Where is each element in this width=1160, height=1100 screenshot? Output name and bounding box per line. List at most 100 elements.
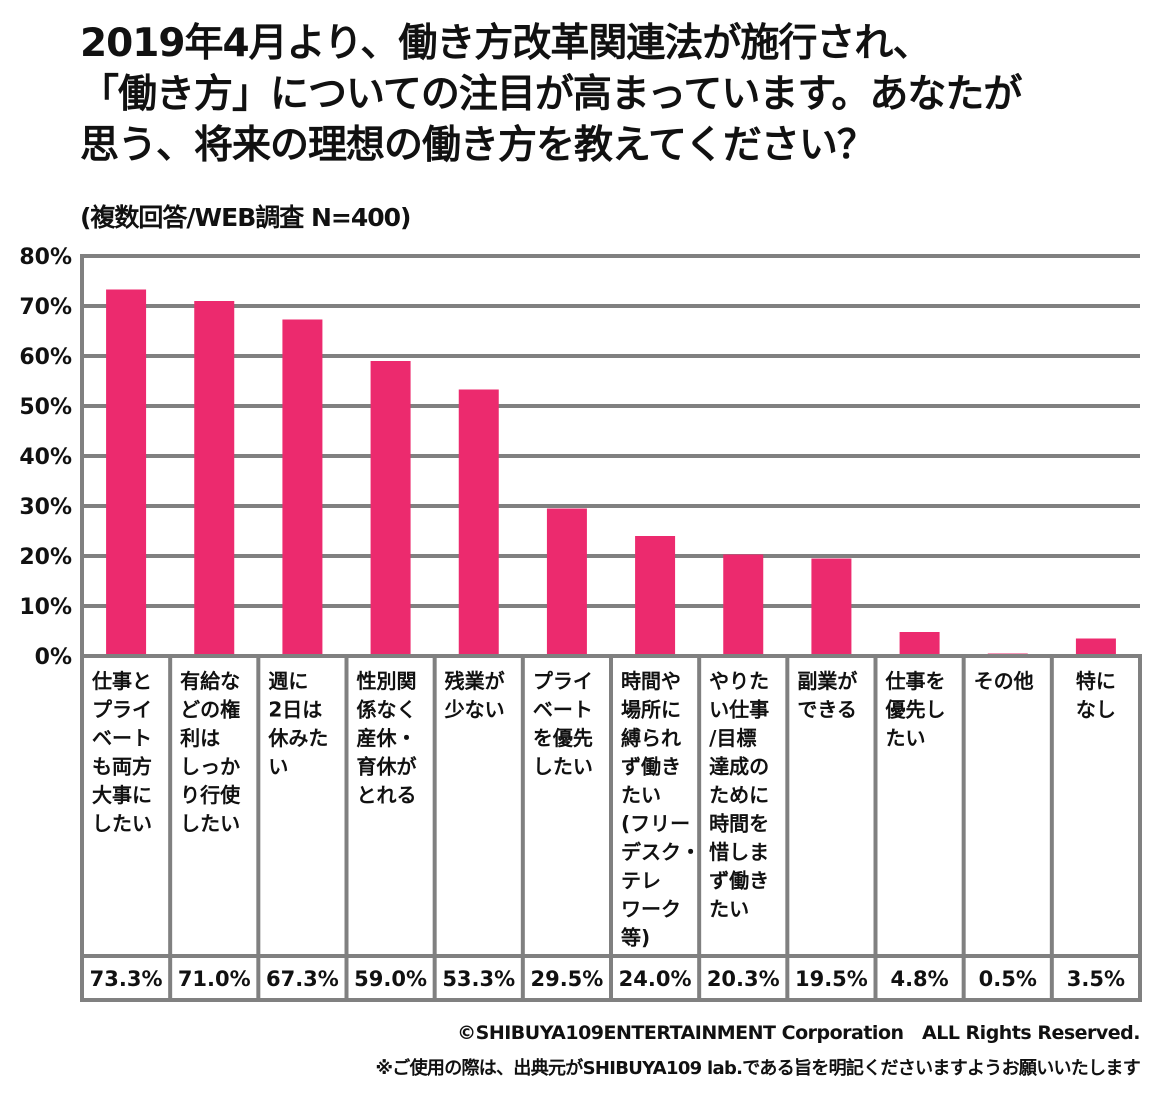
- y-tick-label: 0%: [35, 645, 72, 670]
- chart-subtitle: (複数回答/WEB調査 N=400): [80, 203, 411, 232]
- chart-title: 2019年4月より、働き方改革関連法が施行され、 「働き方」についての注目が高ま…: [80, 18, 1140, 171]
- bar: [194, 301, 235, 656]
- x-category-label: 残業が少ない: [444, 669, 505, 722]
- category-label-line: 副業が: [797, 669, 857, 693]
- data-value-label: 19.5%: [795, 967, 868, 991]
- y-tick-label: 40%: [19, 445, 72, 470]
- category-label-line: も両方: [92, 755, 152, 779]
- category-label-line: 2日は: [268, 698, 322, 722]
- y-tick-label: 10%: [19, 595, 72, 620]
- bar: [458, 389, 499, 656]
- category-label-line: 時間や: [621, 669, 681, 693]
- category-label-line: 等): [621, 926, 650, 950]
- category-label-line: したい: [92, 812, 152, 836]
- category-label-line: なし: [1076, 698, 1116, 722]
- data-value-label: 71.0%: [178, 967, 251, 991]
- bar: [282, 319, 323, 656]
- category-label-line: プライ: [533, 669, 593, 693]
- bars: [106, 289, 1116, 656]
- category-label-line: できる: [797, 698, 857, 722]
- category-label-line: 仕事を: [885, 669, 946, 693]
- bar: [106, 289, 147, 656]
- category-label-line: その他: [974, 669, 1034, 693]
- category-label-line: 達成の: [709, 755, 769, 779]
- data-value-label: 3.5%: [1067, 967, 1125, 991]
- category-label-line: 時間を: [709, 812, 769, 836]
- category-label-line: ず働き: [709, 869, 769, 893]
- category-label-line: したい: [533, 755, 593, 779]
- x-category-label: 仕事を優先したい: [885, 669, 946, 750]
- data-value-label: 73.3%: [90, 967, 163, 991]
- category-label-line: 少ない: [444, 698, 505, 722]
- data-value-label: 20.3%: [707, 967, 780, 991]
- category-label-line: やりた: [709, 669, 769, 693]
- category-label-line: テレ: [621, 869, 661, 893]
- category-label-line: 週に: [268, 669, 308, 693]
- category-label-line: 産休・: [357, 726, 417, 750]
- category-label-line: プライ: [92, 698, 152, 722]
- bar: [370, 361, 411, 656]
- category-label-line: 大事に: [92, 783, 152, 807]
- category-label-line: を優先: [533, 726, 593, 750]
- category-label-line: 休みた: [267, 726, 328, 750]
- x-category-label: 週に 2日は休みたい: [267, 669, 328, 779]
- category-label-line: 特に: [1076, 669, 1116, 693]
- copyright-text: ©SHIBUYA109ENTERTAINMENT Corporation ALL…: [457, 1022, 1140, 1044]
- category-label-line: (フリー: [621, 812, 690, 836]
- x-category-label: やりたい仕事/目標達成のために時間を惜しまず働きたい: [709, 669, 769, 921]
- category-label-line: 優先し: [885, 698, 946, 722]
- category-label-line: 惜しま: [709, 840, 769, 864]
- category-label-line: しっか: [180, 755, 240, 779]
- category-label-line: したい: [180, 812, 240, 836]
- category-label-line: ために: [709, 783, 769, 807]
- category-label-line: /目標: [709, 726, 756, 750]
- category-label-line: たい: [886, 726, 926, 750]
- bar: [635, 536, 676, 656]
- data-value-label: 29.5%: [530, 967, 603, 991]
- y-tick-label: 20%: [19, 545, 72, 570]
- category-label-line: い: [268, 755, 288, 779]
- bar: [546, 508, 587, 656]
- category-label-line: り行使: [180, 783, 241, 807]
- category-label-line: 仕事と: [91, 669, 152, 693]
- bar-chart: 0%10%20%30%40%50%60%70%80% 仕事とプライベートも両方大…: [19, 245, 1142, 1002]
- title-line-2: 「働き方」についての注目が高まっています。あなたが: [80, 72, 1022, 117]
- bar: [899, 632, 940, 656]
- x-category-label: プライベートを優先したい: [533, 669, 593, 779]
- x-category-label: 仕事とプライベートも両方大事にしたい: [91, 669, 152, 836]
- category-label-line: ワーク: [621, 897, 681, 921]
- category-label-line: 育休が: [357, 755, 417, 779]
- y-axis-ticks: 0% 10% 20% 30% 40% 50% 60% 70% 80%: [19, 245, 72, 670]
- category-label-line: 有給な: [180, 669, 240, 693]
- x-category-label: 時間や場所に縛られず働きたい (フリーデスク・テレワーク等): [621, 669, 701, 950]
- data-value-label: 0.5%: [979, 967, 1037, 991]
- y-tick-label: 70%: [19, 295, 72, 320]
- data-value-label: 24.0%: [619, 967, 692, 991]
- category-label-line: 場所に: [621, 698, 681, 722]
- data-value-label: 67.3%: [266, 967, 339, 991]
- y-tick-label: 50%: [19, 395, 72, 420]
- category-label-line: 利は: [180, 726, 220, 750]
- x-category-label: 性別関係なく産休・育休がとれる: [357, 669, 417, 807]
- bar: [811, 558, 852, 656]
- bar: [723, 554, 764, 656]
- category-label-line: ベート: [92, 726, 152, 750]
- x-category-label: 副業ができる: [797, 669, 857, 722]
- bar: [1075, 638, 1116, 656]
- category-label-line: ず働き: [621, 755, 681, 779]
- x-category-label: 有給などの権利はしっかり行使したい: [180, 669, 241, 836]
- x-category-label: 特になし: [1076, 669, 1116, 722]
- usage-note: ※ご使用の際は、出典元がSHIBUYA109 lab.である旨を明記くださいます…: [375, 1058, 1141, 1079]
- data-value-label: 59.0%: [354, 967, 427, 991]
- category-label-line: い仕事: [709, 698, 769, 722]
- category-label-line: どの権: [180, 698, 240, 722]
- gridlines: [80, 254, 1140, 1000]
- category-label-line: 残業が: [445, 669, 505, 693]
- y-tick-label: 80%: [19, 245, 72, 270]
- y-tick-label: 60%: [19, 345, 72, 370]
- category-label-line: 性別関: [357, 669, 417, 693]
- category-label-line: たい: [709, 897, 749, 921]
- category-label-line: デスク・: [621, 840, 701, 864]
- category-label-line: ベート: [533, 698, 593, 722]
